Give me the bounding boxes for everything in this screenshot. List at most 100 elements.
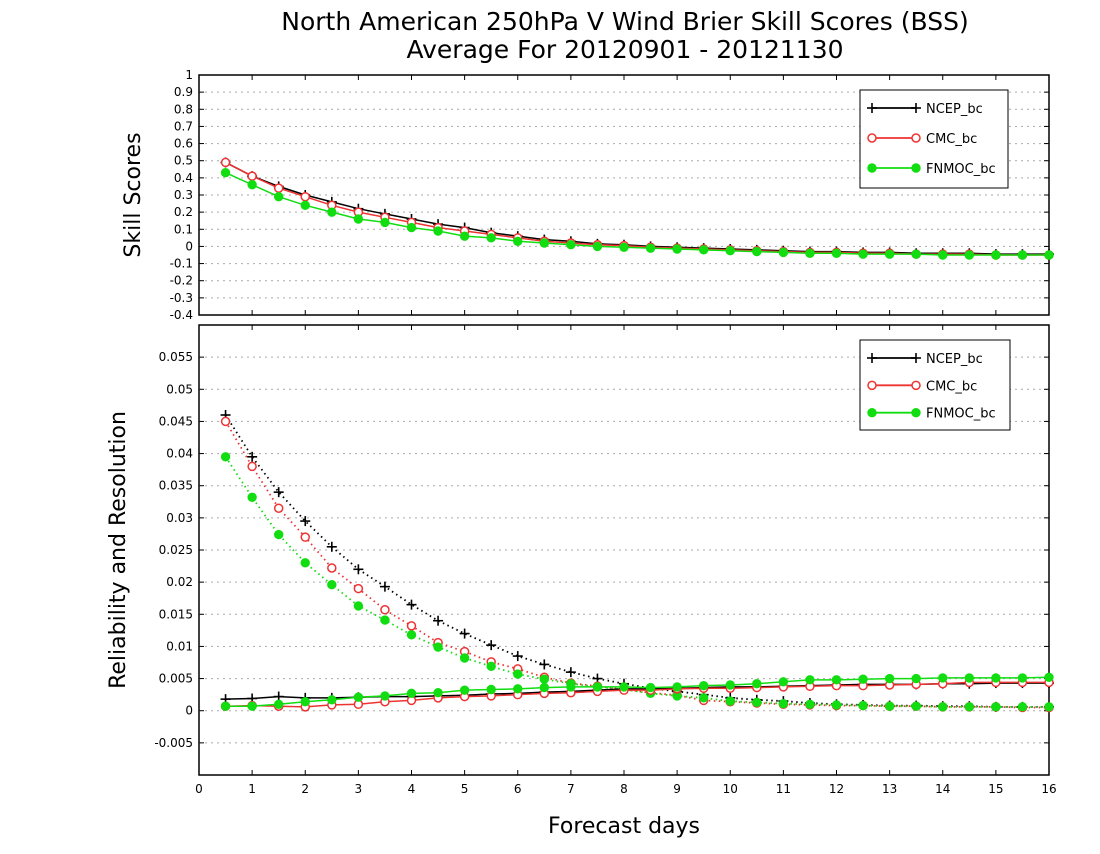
bottom-cmc_bc-reliability-point <box>273 503 284 513</box>
bottom-fnmoc_bc-resolution-point <box>672 682 682 692</box>
top-fnmoc_bc-point <box>539 238 550 248</box>
bottom-x-tick-label: 10 <box>723 782 738 796</box>
bottom-x-tick-label: 7 <box>567 782 575 796</box>
bottom-fnmoc_bc-reliability-point <box>938 702 948 712</box>
bottom-fnmoc_bc-resolution-point <box>1044 672 1054 682</box>
bottom-fnmoc_bc-reliability-point <box>459 653 470 663</box>
top-y-tick-label: 0.2 <box>174 205 193 219</box>
bottom-legend-label-ncep_bc: NCEP_bc <box>926 352 983 367</box>
bottom-fnmoc_bc-resolution-point <box>459 685 470 695</box>
bottom-fnmoc_bc-resolution-point <box>725 680 735 690</box>
bottom-fnmoc_bc-resolution-point <box>539 682 550 693</box>
bottom-legend-marker-cmc_bc <box>867 380 877 391</box>
top-y-tick-label: -0.3 <box>170 291 193 305</box>
bottom-fnmoc_bc-resolution-point <box>380 691 390 701</box>
top-fnmoc_bc-point <box>858 249 868 259</box>
bottom-legend-label-cmc_bc: CMC_bc <box>926 379 977 394</box>
bottom-y-tick-label: 0 <box>185 704 193 718</box>
bottom-fnmoc_bc-resolution-point <box>645 682 656 693</box>
bottom-fnmoc_bc-resolution-point <box>1017 673 1028 683</box>
top-y-tick-label: 0.5 <box>174 154 193 168</box>
top-fnmoc_bc-point <box>911 249 921 259</box>
bottom-cmc_bc-reliability-point <box>327 563 337 573</box>
bottom-fnmoc_bc-resolution-point <box>220 701 231 711</box>
top-y-tick-label: 0.1 <box>174 222 193 236</box>
bottom-fnmoc_bc-reliability-point <box>1017 702 1028 712</box>
bottom-y-tick-label: 0.01 <box>166 639 193 653</box>
top-fnmoc_bc-point <box>486 233 496 243</box>
top-fnmoc_bc-point <box>991 250 1001 260</box>
bottom-x-tick-label: 6 <box>514 782 522 796</box>
top-fnmoc_bc-point <box>645 243 656 253</box>
top-fnmoc_bc-point <box>938 250 948 260</box>
bottom-x-tick-label: 13 <box>882 782 897 796</box>
top-fnmoc_bc-point <box>831 248 842 258</box>
top-fnmoc_bc-point <box>1044 250 1054 260</box>
top-y-tick-label: 0.3 <box>174 188 193 202</box>
top-y-tick-label: 0.9 <box>174 85 193 99</box>
bottom-fnmoc_bc-reliability-point <box>247 492 257 502</box>
top-y-tick-label: -0.1 <box>170 257 193 271</box>
top-fnmoc_bc-point <box>566 240 576 250</box>
bottom-fnmoc_bc-resolution-point <box>353 692 364 702</box>
top-fnmoc_bc-point <box>353 214 364 224</box>
top-fnmoc_bc-point <box>752 246 762 257</box>
top-fnmoc_bc-point <box>1017 250 1028 260</box>
top-legend-marker-fnmoc_bc <box>911 163 921 173</box>
bottom-cmc_bc-reliability-line <box>224 420 1049 709</box>
bottom-fnmoc_bc-reliability-point <box>353 601 364 611</box>
top-y-tick-label: 0 <box>185 239 193 253</box>
bottom-x-tick-label: 15 <box>988 782 1003 796</box>
bottom-fnmoc_bc-resolution-point <box>884 673 895 684</box>
top-fnmoc_bc-point <box>805 248 815 258</box>
bottom-fnmoc_bc-resolution-point <box>327 695 337 705</box>
bottom-fnmoc_bc-reliability-point <box>831 700 842 710</box>
bottom-ncep_bc-reliability-line <box>224 414 1049 708</box>
top-fnmoc_bc-point <box>380 217 390 228</box>
top-fnmoc_bc-point <box>300 200 310 210</box>
top-fnmoc_bc-point <box>698 245 709 255</box>
bottom-legend-marker-cmc_bc <box>911 380 921 391</box>
bottom-x-tick-label: 16 <box>1041 782 1056 796</box>
bottom-fnmoc_bc-reliability-point <box>1044 702 1054 712</box>
bottom-y-tick-label: 0.005 <box>159 672 193 686</box>
bottom-cmc_bc-reliability-point <box>406 621 417 631</box>
bottom-fnmoc_bc-reliability-point <box>327 580 337 590</box>
bottom-y-tick-label: 0.055 <box>159 350 193 364</box>
bottom-x-tick-label: 4 <box>408 782 416 796</box>
bottom-fnmoc_bc-resolution-point <box>273 699 284 709</box>
bottom-fnmoc_bc-resolution-point <box>778 677 789 687</box>
bottom-fnmoc_bc-reliability-point <box>991 702 1001 712</box>
top-y-tick-label: 0.4 <box>174 171 193 185</box>
bottom-y-tick-label: 0.025 <box>159 543 193 557</box>
top-fnmoc_bc-point <box>778 247 789 258</box>
top-legend-label-ncep_bc: NCEP_bc <box>926 102 983 117</box>
bottom-cmc_bc-reliability-point <box>300 532 310 542</box>
top-cmc_bc-point <box>273 183 284 193</box>
bottom-fnmoc_bc-resolution-point <box>858 674 868 684</box>
bottom-cmc_bc-reliability-point <box>380 605 390 615</box>
top-fnmoc_bc-point <box>459 231 470 241</box>
bottom-fnmoc_bc-resolution-point <box>247 701 257 711</box>
reliability-resolution-panel: -0.005 0 0.005 0.01 0.015 0.02 0.025 0.03 0.035 0… <box>106 324 1057 839</box>
top-legend-marker-cmc_bc <box>911 133 921 143</box>
top-y-tick-label: 0.7 <box>174 119 193 133</box>
bottom-y-tick-label: -0.005 <box>154 736 193 750</box>
bottom-x-tick-label: 3 <box>355 782 363 796</box>
bottom-y-tick-label: 0.03 <box>166 511 193 525</box>
top-fnmoc_bc-point <box>725 246 735 256</box>
bottom-fnmoc_bc-reliability-point <box>752 697 762 708</box>
bottom-fnmoc_bc-reliability-point <box>220 452 231 462</box>
top-cmc_bc-point <box>300 191 310 202</box>
bottom-fnmoc_bc-reliability-point <box>911 701 921 711</box>
top-fnmoc_bc-point <box>433 226 443 236</box>
bottom-fnmoc_bc-resolution-point <box>433 688 443 698</box>
top-fnmoc_bc-point <box>273 192 284 202</box>
bottom-fnmoc_bc-resolution-point <box>911 673 921 684</box>
bottom-legend-label-fnmoc_bc: FNMOC_bc <box>926 407 996 422</box>
bottom-fnmoc_bc-reliability-point <box>380 615 390 625</box>
bottom-fnmoc_bc-reliability-point <box>725 696 735 706</box>
bottom-fnmoc_bc-resolution-point <box>566 682 576 692</box>
bottom-fnmoc_bc-resolution-point <box>513 684 523 694</box>
